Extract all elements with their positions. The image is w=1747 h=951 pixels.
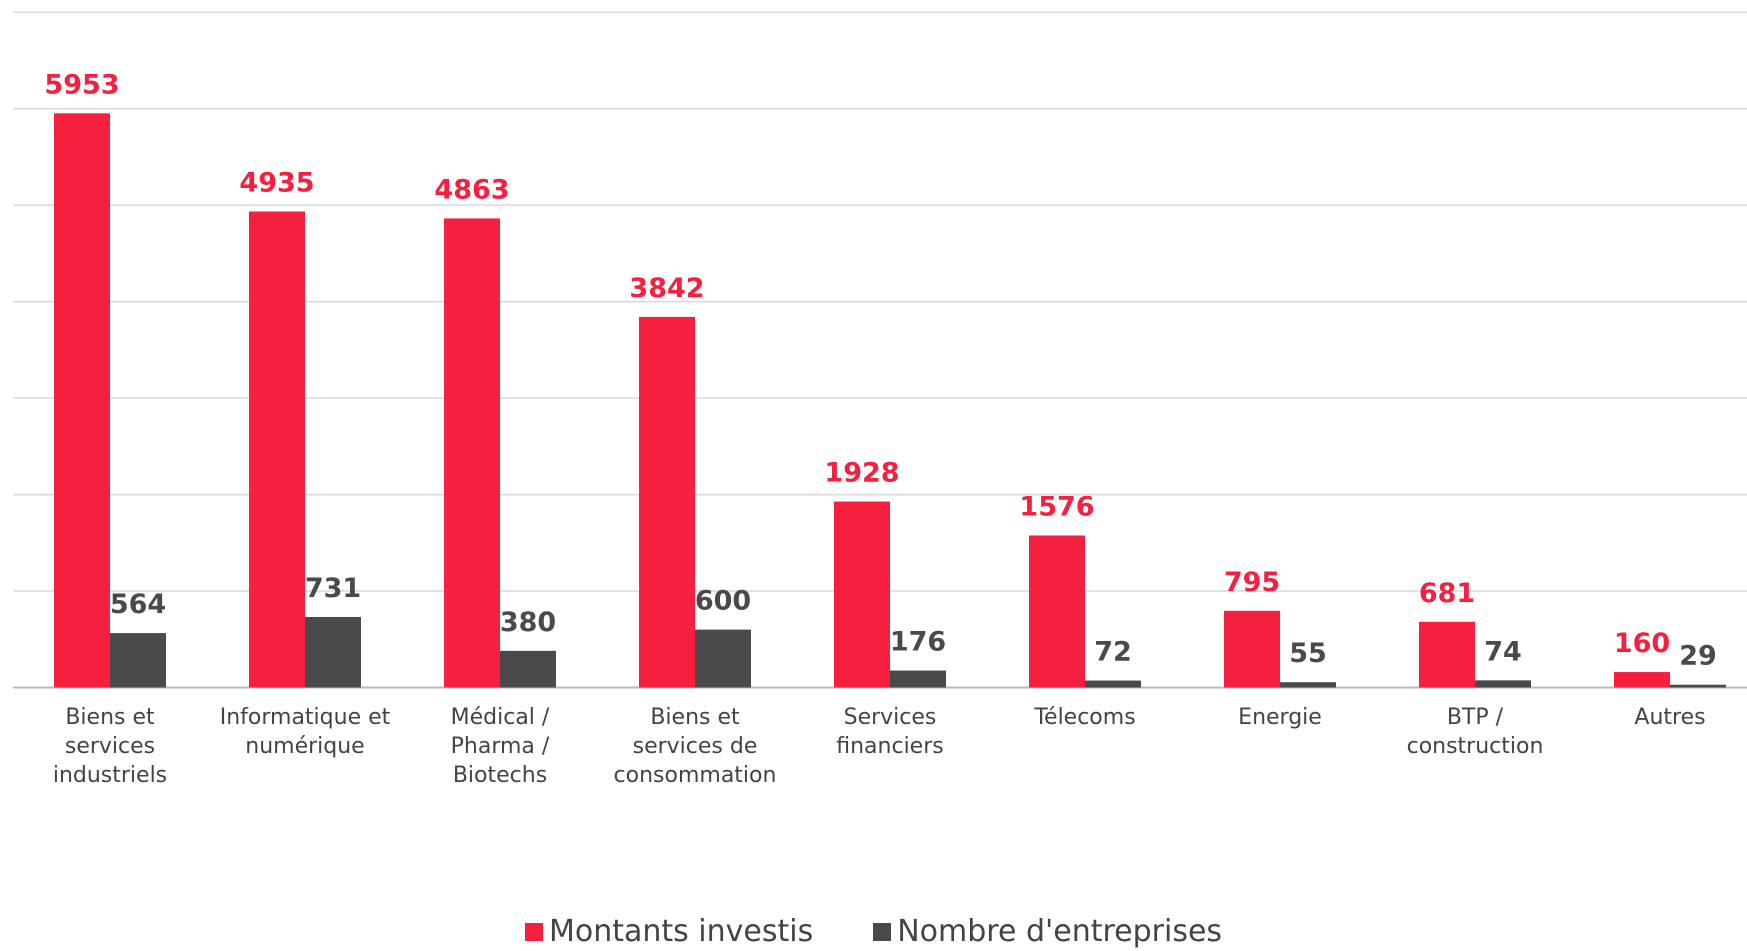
x-tick-label: BTP / construction (1406, 705, 1544, 759)
data-label: 600 (695, 586, 751, 617)
data-label: 55 (1289, 638, 1327, 669)
data-label: 731 (305, 573, 361, 604)
bar (54, 113, 110, 688)
bar (444, 218, 500, 688)
data-label: 795 (1224, 567, 1280, 598)
bar (1419, 621, 1475, 688)
bar (834, 501, 890, 688)
legend-label: Montants investis (548, 914, 814, 949)
x-tick-label: Médical / Pharma / Biotechs (450, 705, 550, 788)
data-label: 160 (1614, 628, 1670, 659)
bar (1614, 672, 1670, 688)
bar (695, 629, 751, 688)
bar (1085, 680, 1141, 688)
data-label: 380 (500, 607, 556, 638)
bar (305, 616, 361, 688)
x-tick-label: Autres (1634, 705, 1706, 730)
data-label: 72 (1094, 637, 1132, 668)
x-tick-label: Services financiers (836, 705, 944, 759)
bar (500, 650, 556, 688)
x-tick-label: Informatique et numérique (219, 705, 391, 759)
data-label: 29 (1679, 641, 1717, 672)
legend-label: Nombre d'entreprises (897, 914, 1223, 949)
bar (1029, 535, 1085, 688)
bar (1280, 682, 1336, 688)
data-label: 1576 (1019, 491, 1094, 522)
data-label: 5953 (44, 69, 119, 100)
data-label: 74 (1484, 636, 1522, 667)
data-label: 3842 (629, 273, 704, 304)
x-tick-label: Energie (1238, 705, 1322, 730)
x-tick-label: Biens et services industriels (52, 705, 168, 788)
bar (110, 633, 166, 688)
x-tick-label: Télecoms (1034, 705, 1136, 730)
legend-swatch (524, 922, 543, 941)
data-label: 564 (110, 589, 166, 620)
bar (1670, 684, 1726, 688)
bar (890, 670, 946, 688)
legend-item: Montants investis (524, 914, 814, 949)
data-label: 4863 (434, 174, 509, 205)
data-label: 4935 (239, 167, 314, 198)
bar (639, 316, 695, 688)
data-label: 176 (890, 627, 946, 658)
data-label: 681 (1419, 578, 1475, 609)
bar (249, 211, 305, 688)
data-label: 1928 (824, 458, 899, 489)
bar (1475, 680, 1531, 688)
legend-swatch (873, 922, 892, 941)
legend-item: Nombre d'entreprises (873, 914, 1222, 949)
x-tick-label: Biens et services de consommation (613, 705, 777, 788)
bar (1224, 610, 1280, 688)
legend: Montants investis Nombre d'entreprises (0, 914, 1747, 949)
